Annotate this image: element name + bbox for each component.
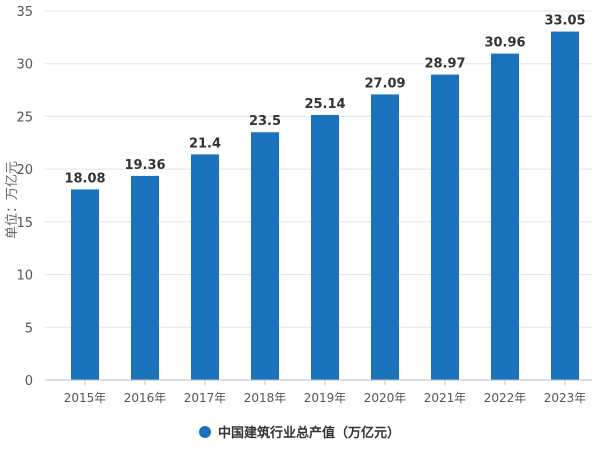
x-tick-label: 2018年 bbox=[244, 391, 287, 405]
x-tick-label: 2015年 bbox=[64, 391, 107, 405]
legend-marker bbox=[199, 426, 211, 438]
y-tick-label: 25 bbox=[16, 110, 33, 125]
data-label: 25.14 bbox=[304, 97, 345, 112]
bar bbox=[491, 53, 519, 381]
bar bbox=[311, 114, 339, 380]
x-axis-ticks: 2015年 2016年 2017年 2018年 2019年 2020年 2021年 2022年… bbox=[64, 380, 587, 405]
x-tick-label: 2016年 bbox=[124, 391, 167, 405]
x-tick-label: 2020年 bbox=[364, 391, 407, 405]
bars bbox=[71, 31, 579, 381]
legend-label: 中国建筑行业总产值（万亿元） bbox=[218, 425, 400, 441]
y-tick-label: 35 bbox=[16, 5, 33, 20]
x-tick-label: 2019年 bbox=[304, 391, 347, 405]
bar bbox=[251, 132, 279, 380]
x-tick-label: 2017年 bbox=[184, 391, 227, 405]
legend[interactable]: 中国建筑行业总产值（万亿元） bbox=[199, 425, 400, 441]
data-label: 27.09 bbox=[364, 76, 405, 91]
data-labels: 18.08 19.36 21.4 23.5 25.14 27.09 28.97 30.96 33… bbox=[64, 14, 585, 187]
data-label: 21.4 bbox=[189, 136, 221, 151]
x-tick-label: 2023年 bbox=[544, 391, 587, 405]
bar bbox=[71, 189, 99, 380]
y-axis-ticks: 0 5 10 15 20 25 30 35 bbox=[16, 5, 33, 389]
y-tick-label: 20 bbox=[16, 163, 33, 178]
x-tick-label: 2021年 bbox=[424, 391, 467, 405]
data-label: 19.36 bbox=[124, 158, 165, 173]
data-label: 28.97 bbox=[424, 57, 465, 72]
y-tick-label: 15 bbox=[16, 216, 33, 231]
y-axis-label: 单位：万亿元 bbox=[5, 161, 20, 239]
bar bbox=[131, 175, 159, 380]
y-tick-label: 30 bbox=[16, 58, 33, 73]
bar bbox=[551, 31, 579, 381]
x-tick-label: 2022年 bbox=[484, 391, 527, 405]
data-label: 30.96 bbox=[484, 36, 525, 51]
y-tick-label: 0 bbox=[25, 374, 33, 389]
data-label: 33.05 bbox=[544, 14, 585, 29]
bar bbox=[191, 154, 219, 380]
bar bbox=[371, 94, 399, 381]
y-tick-label: 5 bbox=[25, 321, 33, 336]
bar bbox=[431, 74, 459, 380]
data-label: 18.08 bbox=[64, 171, 105, 186]
data-label: 23.5 bbox=[249, 114, 281, 129]
y-tick-label: 10 bbox=[16, 269, 33, 284]
